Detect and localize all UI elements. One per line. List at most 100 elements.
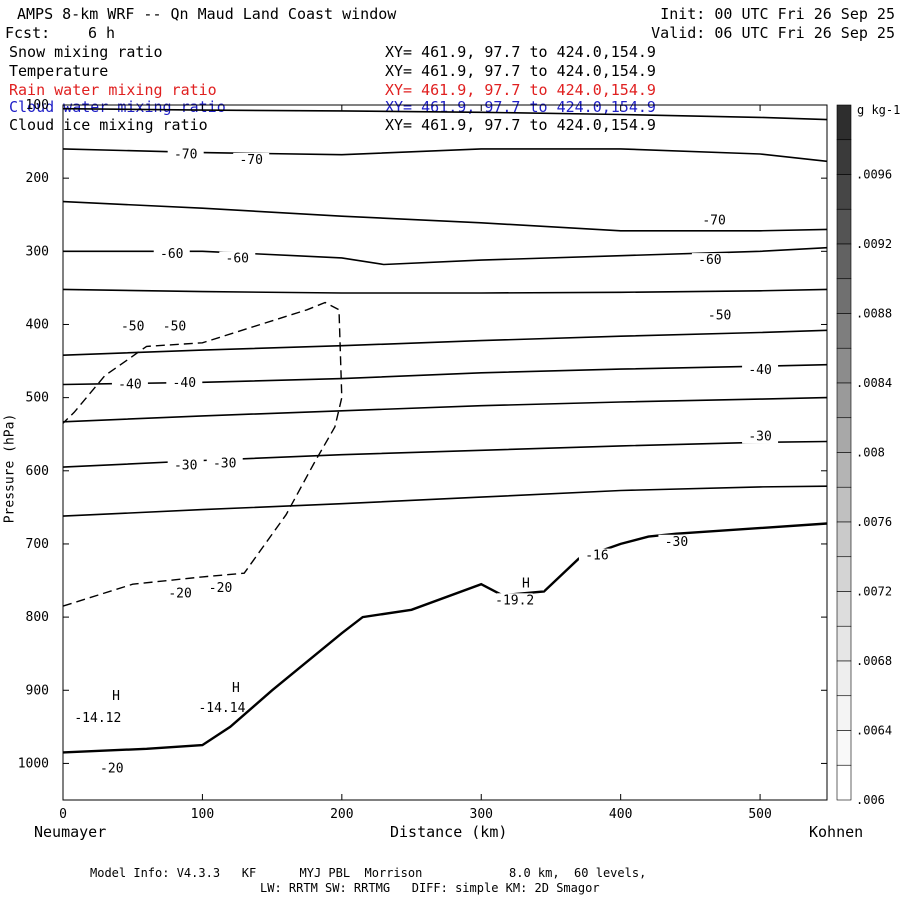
isotherm-line: [62, 329, 828, 356]
y-tick-label: 200: [26, 171, 49, 186]
colorbar-segment: [836, 660, 852, 697]
y-tick-label: 700: [26, 537, 49, 552]
colorbar-segment: [836, 556, 852, 592]
y-tick-label: 600: [26, 464, 49, 479]
colorbar-segment: [836, 764, 852, 801]
colorbar-segment: [836, 730, 852, 766]
isotherm-line: [62, 200, 828, 232]
colorbar-segment: [836, 382, 852, 419]
contour-label-bg: [701, 308, 738, 323]
contour-label-bg: [167, 147, 204, 162]
field-name-temperature: Temperature: [9, 62, 109, 80]
contour-label: -30: [174, 459, 197, 474]
model-info: Model Info: V4.3.3 KF MYJ PBL Morrison 8…: [90, 866, 647, 880]
init-time: Init: 00 UTC Fri 26 Sep 25: [660, 5, 895, 23]
colorbar-segment: [836, 139, 852, 175]
x-tick-label: 100: [191, 807, 214, 822]
contour-label-bg: [507, 576, 544, 591]
contour-label: -50: [121, 320, 144, 335]
contour-label: -60: [698, 253, 721, 268]
x-tick-label: 400: [609, 807, 632, 822]
contour-label: -20: [209, 581, 232, 596]
cloud-ice-contour: [62, 301, 343, 607]
contour-label: -30: [213, 456, 236, 471]
field-name-cloud-ice: Cloud ice mixing ratio: [9, 116, 208, 134]
contour-label: H: [232, 681, 240, 696]
colorbar-label: .0068: [856, 654, 892, 668]
colorbar-label: .0088: [856, 307, 892, 321]
contour-label-bg: [97, 689, 134, 704]
y-tick-label: 500: [26, 391, 49, 406]
field-xy-cloud-ice: XY= 461.9, 97.7 to 424.0,154.9: [385, 116, 656, 134]
y-tick-label: 900: [26, 683, 49, 698]
contour-label-bg: [233, 152, 270, 167]
y-tick-label: 400: [26, 317, 49, 332]
field-name-rain: Rain water mixing ratio: [9, 81, 217, 99]
contour-label: -60: [226, 252, 249, 267]
colorbar-segment: [836, 452, 852, 488]
colorbar-label: .0064: [856, 724, 892, 738]
colorbar-label: .006: [856, 793, 885, 807]
contour-label: -20: [168, 587, 191, 602]
colorbar-segment: [836, 486, 852, 523]
chart-title: AMPS 8-km WRF -- Qn Maud Land Coast wind…: [17, 5, 397, 23]
contour-label-bg: [696, 213, 733, 228]
contour-label: H: [522, 576, 530, 591]
colorbar-label: .0072: [856, 585, 892, 599]
x-tick-label: 500: [748, 807, 771, 822]
contour-label-bg: [496, 593, 533, 608]
x-tick-label: 0: [59, 807, 67, 822]
contour-label: -40: [173, 376, 196, 391]
y-axis-title: Pressure (hPa): [2, 413, 18, 524]
colorbar-segment: [836, 417, 852, 453]
contour-label: -40: [748, 363, 771, 378]
isotherm-line: [62, 288, 828, 294]
contour-label-bg: [219, 251, 256, 266]
terrain-line: [62, 522, 828, 754]
contour-label-bg: [658, 534, 695, 549]
colorbar-label: .0084: [856, 376, 892, 390]
colorbar-label: .008: [856, 446, 885, 460]
forecast-hours: 6 h: [88, 24, 116, 42]
contour-label-bg: [203, 700, 240, 715]
contour-label-bg: [578, 548, 615, 563]
contour-label-bg: [206, 456, 243, 471]
colorbar-unit: g kg-1: [857, 103, 900, 117]
model-physics: LW: RRTM SW: RRTMG DIFF: simple KM: 2D S…: [260, 881, 600, 895]
valid-time: Valid: 06 UTC Fri 26 Sep 25: [651, 24, 895, 42]
contour-label: -19.2: [495, 593, 534, 608]
colorbar-label: .0092: [856, 237, 892, 251]
field-xy-rain: XY= 461.9, 97.7 to 424.0,154.9: [385, 81, 656, 99]
contour-label: -60: [160, 247, 183, 262]
contour-label-bg: [167, 458, 204, 473]
colorbar-label: .0076: [856, 515, 892, 529]
y-tick-label: 1000: [18, 756, 49, 771]
colorbar-segment: [836, 521, 852, 558]
contour-label: -20: [100, 762, 123, 777]
contour-label-bg: [156, 319, 193, 334]
contour-label-bg: [93, 761, 130, 776]
contour-label-bg: [153, 247, 190, 262]
colorbar-segment: [836, 625, 852, 662]
y-tick-label: 300: [26, 244, 49, 259]
contour-label-bg: [742, 362, 779, 377]
isotherm-line: [62, 485, 828, 517]
isotherm-line: [62, 107, 828, 121]
colorbar-segment: [836, 278, 852, 314]
contour-label-bg: [742, 429, 779, 444]
left-station-label: Neumayer: [34, 823, 107, 841]
colorbar-segment: [836, 243, 852, 280]
colorbar-segment: [836, 208, 852, 245]
contour-label: -50: [708, 309, 731, 324]
colorbar-segment: [836, 591, 852, 627]
right-station-label: Kohnen: [809, 823, 864, 841]
contour-label-bg: [79, 711, 116, 726]
plot-frame: [62, 104, 828, 801]
field-name-cloud-water: Cloud water mixing ratio: [9, 98, 226, 116]
y-tick-label-top: 100: [26, 98, 49, 113]
isotherm-line: [62, 396, 828, 423]
contour-label: H: [112, 689, 120, 704]
field-xy-cloud-water: XY= 461.9, 97.7 to 424.0,154.9: [385, 98, 656, 116]
contour-label-bg: [691, 253, 728, 268]
field-xy-temperature: XY= 461.9, 97.7 to 424.0,154.9: [385, 62, 656, 80]
